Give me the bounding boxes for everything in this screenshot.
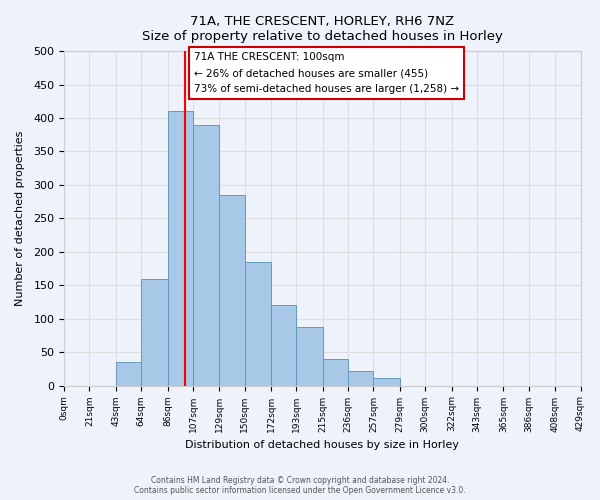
Bar <box>373 378 400 386</box>
Bar <box>323 359 348 386</box>
Bar <box>245 262 271 386</box>
Bar <box>167 112 193 386</box>
Bar <box>348 371 373 386</box>
Bar <box>193 124 220 386</box>
Text: Contains HM Land Registry data © Crown copyright and database right 2024.
Contai: Contains HM Land Registry data © Crown c… <box>134 476 466 495</box>
Bar <box>141 278 167 386</box>
Bar <box>116 362 141 386</box>
Bar <box>296 328 323 386</box>
Y-axis label: Number of detached properties: Number of detached properties <box>15 130 25 306</box>
Text: 71A THE CRESCENT: 100sqm
← 26% of detached houses are smaller (455)
73% of semi-: 71A THE CRESCENT: 100sqm ← 26% of detach… <box>194 52 459 94</box>
Bar <box>271 306 296 386</box>
Bar <box>220 195 245 386</box>
Title: 71A, THE CRESCENT, HORLEY, RH6 7NZ
Size of property relative to detached houses : 71A, THE CRESCENT, HORLEY, RH6 7NZ Size … <box>142 15 503 43</box>
X-axis label: Distribution of detached houses by size in Horley: Distribution of detached houses by size … <box>185 440 460 450</box>
